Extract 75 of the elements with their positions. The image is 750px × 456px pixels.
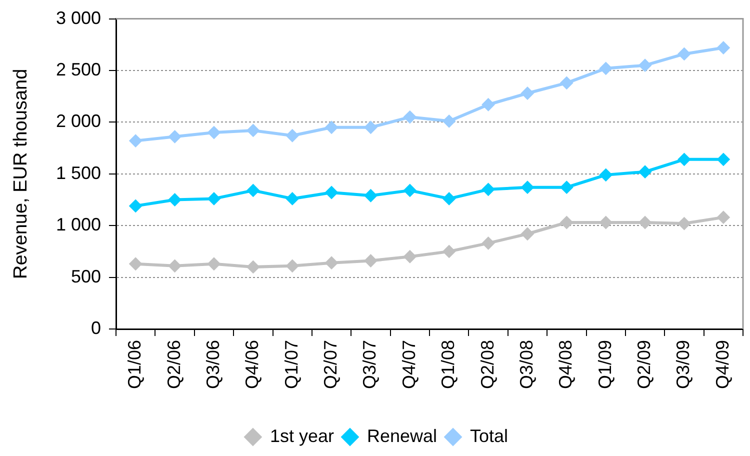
point (207, 192, 220, 206)
point (246, 184, 260, 197)
point (638, 165, 652, 178)
point (364, 254, 378, 268)
point (442, 114, 456, 128)
point (403, 250, 416, 264)
y-tick-label: 2 500 (56, 59, 101, 80)
point (246, 260, 260, 274)
point (482, 236, 495, 250)
point (207, 257, 220, 270)
x-tick-label: Q4/07 (398, 340, 419, 390)
point (599, 62, 612, 75)
point (168, 259, 182, 272)
x-tick-label: Q3/09 (673, 340, 694, 390)
point (325, 120, 338, 134)
point (716, 41, 730, 54)
x-tick-label: Q2/09 (634, 340, 654, 390)
point (638, 216, 652, 229)
point (638, 58, 652, 72)
point (678, 152, 691, 166)
y-tick-label: 500 (70, 266, 101, 286)
point (599, 168, 612, 182)
point (560, 180, 574, 194)
point (129, 134, 142, 148)
point (286, 192, 299, 206)
point (716, 152, 730, 166)
x-tick-label: Q1/09 (594, 340, 615, 390)
x-tick-label: Q4/09 (712, 340, 732, 390)
x-tick-label: Q4/06 (242, 340, 262, 390)
point (129, 257, 142, 270)
x-tick-label: Q2/06 (164, 340, 184, 390)
y-tick-label: 1 000 (56, 214, 101, 235)
x-tick-label: Q3/07 (360, 340, 380, 390)
y-tick-label: 3 000 (56, 8, 101, 28)
point (207, 126, 220, 140)
point (286, 129, 299, 142)
point (364, 189, 378, 202)
point (520, 180, 534, 194)
point (403, 184, 416, 197)
x-tick-label: Q4/08 (556, 340, 576, 390)
x-tick-label: Q2/07 (320, 340, 340, 390)
x-tick-label: Q1/07 (281, 340, 302, 390)
point (560, 216, 574, 229)
point (325, 256, 338, 270)
point (482, 98, 495, 112)
point (168, 130, 182, 144)
point (599, 216, 612, 229)
point (286, 259, 299, 272)
point (364, 120, 378, 134)
y-tick-label: 1 500 (56, 162, 101, 183)
x-tick-label: Q3/08 (516, 340, 536, 390)
legend-label: Total (470, 426, 508, 446)
x-tick-label: Q2/08 (477, 340, 498, 390)
y-axis-title: Revenue, EUR thousand (10, 68, 32, 279)
legend-label: Renewal (366, 426, 438, 446)
point (560, 76, 574, 90)
point (129, 199, 142, 212)
point (403, 110, 416, 124)
y-tick-label: 0 (90, 318, 101, 338)
point (442, 244, 456, 258)
point (678, 47, 691, 60)
point (716, 210, 730, 224)
point (520, 227, 534, 240)
point (325, 186, 338, 200)
legend-label: 1st year (270, 426, 334, 446)
point (442, 192, 456, 206)
x-tick-label: Q1/08 (438, 340, 458, 390)
x-tick-label: Q3/06 (202, 340, 223, 390)
point (482, 182, 495, 196)
point (520, 86, 534, 100)
point (678, 217, 691, 230)
x-tick-label: Q1/06 (124, 340, 145, 390)
point (246, 124, 260, 137)
y-tick-label: 2 000 (56, 111, 101, 132)
point (168, 193, 182, 206)
